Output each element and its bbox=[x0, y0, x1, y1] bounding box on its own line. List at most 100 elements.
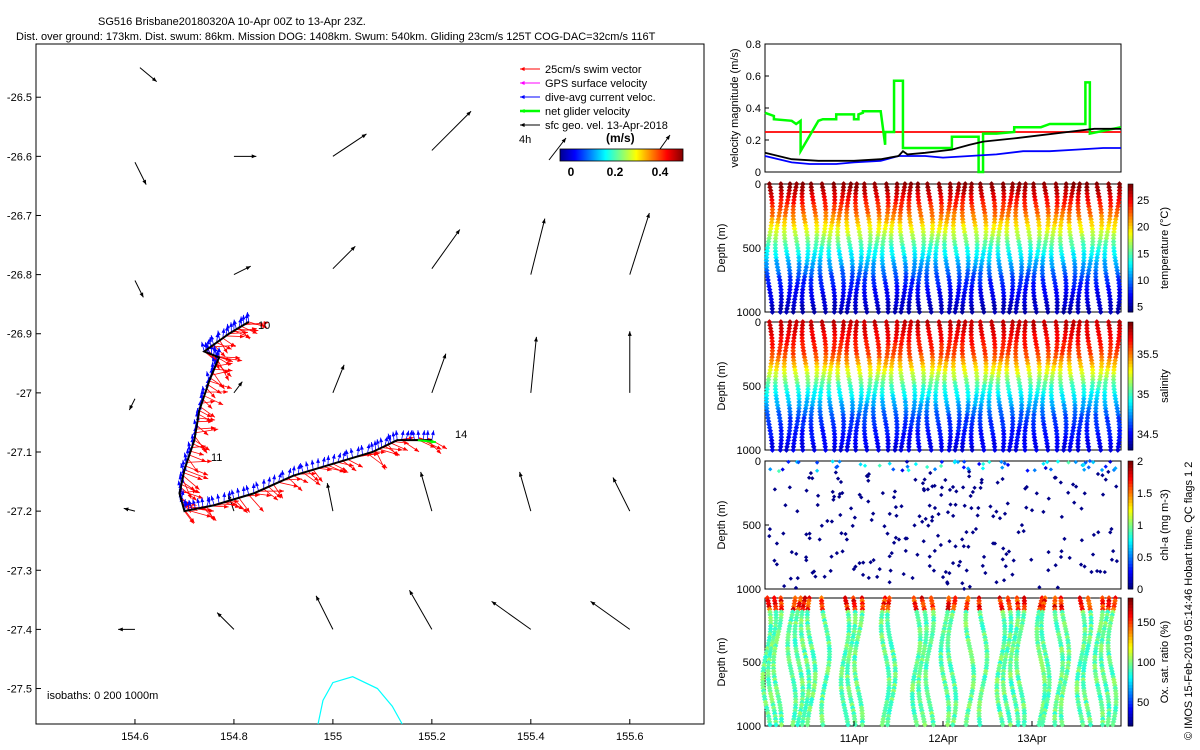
swim-vector-arrow-head bbox=[311, 471, 317, 476]
temperature-colorbar-cell bbox=[1128, 238, 1133, 243]
chl-a-colorbar-cell bbox=[1128, 496, 1133, 500]
temperature-point bbox=[808, 184, 815, 191]
dac-arrow-head bbox=[211, 356, 216, 362]
temperature-point bbox=[852, 197, 859, 203]
salinity-colorbar-tick: 34.5 bbox=[1137, 429, 1158, 441]
surface-velocity-arrow bbox=[530, 336, 537, 393]
swim-vector-arrow-head bbox=[402, 446, 408, 451]
temperature-point bbox=[831, 302, 838, 309]
temperature-point bbox=[879, 248, 886, 255]
temperature-colorbar-cell bbox=[1128, 305, 1133, 310]
temperature-point bbox=[787, 273, 793, 280]
dac-arrow-head bbox=[215, 332, 220, 338]
swim-vector-arrow-head bbox=[276, 493, 281, 499]
temperature-point bbox=[835, 222, 841, 229]
temperature-point bbox=[861, 184, 868, 191]
chl-a-colorbar-cell bbox=[1128, 489, 1133, 494]
dac-arrow-head bbox=[241, 314, 246, 320]
swim-vector-arrow-head bbox=[198, 451, 204, 456]
temperature-colorbar-cell bbox=[1128, 203, 1133, 207]
chl-a-colorbar-cell bbox=[1128, 509, 1133, 513]
temperature-point bbox=[831, 299, 838, 306]
dac-arrow-head bbox=[180, 490, 185, 496]
temperature-point bbox=[870, 267, 877, 274]
temperature-point bbox=[805, 248, 811, 255]
temperature-point bbox=[813, 222, 820, 229]
temperature-point bbox=[796, 267, 802, 274]
temperature-point bbox=[861, 286, 868, 293]
temperature-colorbar-cell bbox=[1128, 216, 1133, 220]
swim-vector-arrow-head bbox=[224, 370, 230, 375]
salinity-colorbar-cell bbox=[1128, 325, 1133, 329]
dac-arrow-head bbox=[230, 489, 235, 495]
surface-velocity-arrow bbox=[491, 600, 532, 630]
dac-arrow-head bbox=[183, 501, 188, 507]
temperature-point bbox=[813, 219, 820, 226]
swim-vector-arrow-head bbox=[220, 351, 226, 357]
map-ytick-label: -27.4 bbox=[7, 624, 32, 636]
surface-velocity-arrow-head bbox=[151, 77, 157, 82]
salinity-colorbar-cell bbox=[1128, 414, 1133, 419]
dac-arrow-head bbox=[238, 318, 242, 323]
chl-a-colorbar-cell bbox=[1128, 560, 1133, 564]
salinity-colorbar-cell bbox=[1128, 418, 1133, 422]
dac-arrow-head bbox=[316, 458, 321, 463]
temperature-point bbox=[870, 261, 877, 267]
chl-a-colorbar-cell bbox=[1128, 576, 1133, 580]
oxygen-colorbar-cell bbox=[1128, 697, 1133, 701]
oxygen-colorbar-cell bbox=[1128, 607, 1133, 612]
velocity-ytick-label: 0.6 bbox=[746, 71, 761, 83]
chl-a-colorbar-cell bbox=[1128, 544, 1133, 548]
chl-a-colorbar-cell bbox=[1128, 486, 1133, 491]
swim-vector-arrow-head bbox=[191, 495, 197, 501]
oxygen-colorbar-cell bbox=[1128, 674, 1133, 679]
temperature-point bbox=[826, 241, 832, 248]
surface-velocity-arrow-head bbox=[420, 471, 424, 477]
temperature-colorbar-cell bbox=[1128, 308, 1133, 313]
dac-arrow-head bbox=[208, 337, 213, 342]
oxygen-colorbar-cell bbox=[1128, 694, 1133, 698]
swim-vector-arrow-head bbox=[226, 385, 232, 389]
isobath-legend: isobaths: 0 200 1000m bbox=[47, 690, 158, 702]
temperature-point bbox=[804, 232, 811, 239]
temperature-colorbar-cell bbox=[1128, 251, 1133, 255]
temperature-point bbox=[772, 238, 779, 245]
surface-velocity-arrow bbox=[530, 218, 546, 275]
map-ytick-label: -27.2 bbox=[7, 506, 32, 518]
temperature-point bbox=[783, 309, 790, 315]
temperature-point bbox=[795, 270, 802, 277]
temperature-point bbox=[879, 241, 886, 248]
temperature-point bbox=[867, 235, 874, 242]
oxygen-colorbar-cell bbox=[1128, 713, 1133, 717]
swim-vector-arrow-head bbox=[224, 504, 229, 509]
legend-item-swim: 25cm/s swim vector bbox=[545, 64, 642, 76]
swim-vector-arrow-head bbox=[436, 445, 442, 450]
temperature-point bbox=[852, 203, 859, 210]
temperature-point bbox=[831, 289, 838, 296]
temperature-point bbox=[778, 200, 784, 207]
temperature-point bbox=[837, 309, 844, 315]
legend-scale-label: 4h bbox=[519, 134, 531, 146]
temperature-point bbox=[791, 302, 797, 309]
swim-vector-arrow-head bbox=[216, 389, 222, 394]
temperature-point bbox=[853, 289, 860, 296]
legend-item-net: net glider velocity bbox=[545, 106, 630, 118]
dac-arrow-head bbox=[210, 495, 215, 501]
dac-arrow-head bbox=[425, 430, 430, 435]
dac-arrow-head bbox=[310, 459, 315, 465]
salinity-colorbar-cell bbox=[1128, 398, 1133, 403]
dac-arrow-head bbox=[201, 385, 206, 391]
temperature-point bbox=[876, 216, 883, 223]
surface-velocity-arrow bbox=[431, 353, 447, 394]
dac-arrow-head bbox=[222, 492, 227, 497]
track-label-11: 11 bbox=[211, 452, 222, 464]
dac-arrow-head bbox=[216, 493, 221, 499]
swim-vector-arrow-head bbox=[414, 447, 420, 452]
track-label-14: 14 bbox=[455, 429, 467, 441]
temperature-colorbar-cell bbox=[1128, 254, 1133, 259]
dac-arrow-head bbox=[305, 461, 309, 467]
salinity-colorbar-cell bbox=[1128, 354, 1133, 358]
temperature-point bbox=[885, 206, 891, 213]
dac-arrow-head bbox=[379, 437, 384, 443]
